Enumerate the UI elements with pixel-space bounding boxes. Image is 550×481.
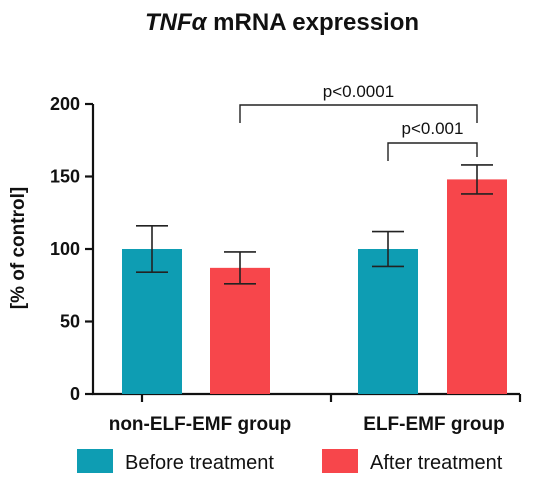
legend-label: Before treatment — [125, 452, 274, 474]
chart-title-italic: TNFα — [145, 9, 208, 36]
bar — [122, 249, 182, 394]
y-tick-label: 50 — [60, 312, 80, 332]
legend: Before treatment After treatment — [77, 449, 503, 474]
legend-swatch — [77, 449, 113, 473]
category-label: ELF-EMF group — [363, 414, 504, 435]
y-axis-label: [% of control] — [8, 187, 29, 309]
chart-title: TNFα mRNA expression — [145, 9, 419, 36]
bar — [210, 267, 270, 394]
significance-bracket — [387, 142, 478, 161]
y-tick-label: 100 — [50, 239, 80, 259]
significance-bracket — [239, 104, 478, 123]
legend-swatch — [322, 449, 358, 473]
category-label: non-ELF-EMF group — [109, 414, 292, 435]
significance-label: p<0.0001 — [323, 82, 394, 101]
bar — [358, 249, 418, 394]
y-tick-label: 150 — [50, 167, 80, 187]
y-tick-label: 0 — [70, 384, 80, 404]
plot-area: 0 50 100 150 200 non-ELF-EMF group ELF-EMF gro… — [50, 82, 522, 435]
significance-label: p<0.001 — [402, 119, 464, 138]
bar — [447, 179, 507, 394]
y-tick-label: 200 — [50, 94, 80, 114]
legend-label: After treatment — [370, 452, 503, 474]
chart-title-rest: mRNA expression — [207, 9, 420, 36]
